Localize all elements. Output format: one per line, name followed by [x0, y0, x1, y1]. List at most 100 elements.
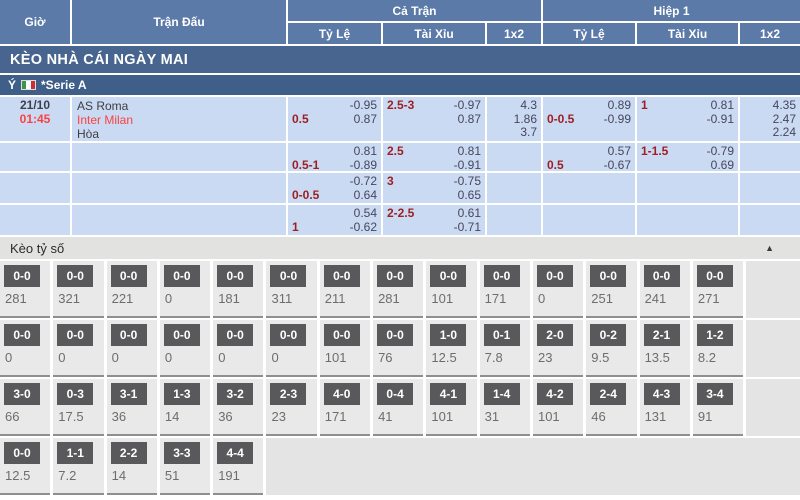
score-odds-value: 321: [58, 291, 80, 306]
score-cell[interactable]: 0-0 181: [213, 261, 264, 318]
score-cell[interactable]: 0-0 101: [319, 320, 371, 377]
score-label: 4-4: [217, 442, 254, 464]
score-cell[interactable]: 3-3 51: [159, 438, 211, 495]
score-section-header[interactable]: Kèo tỷ số ▲: [0, 237, 800, 259]
score-cell[interactable]: 0-3 17.5: [53, 379, 104, 436]
score-cell[interactable]: 0-0 0: [532, 261, 584, 318]
h1-handicap-cell[interactable]: 0.89 0-0.5 -0.99: [543, 97, 635, 141]
score-label: 0-0: [217, 265, 254, 287]
score-odds-value: 171: [484, 291, 507, 306]
score-cell[interactable]: 0-0 0: [0, 320, 51, 377]
empty-cell: [0, 143, 70, 171]
score-cell[interactable]: 1-2 8.2: [692, 320, 744, 377]
h1-handicap-cell[interactable]: 0.57 0.5 -0.67: [543, 143, 635, 171]
ft-over-under-cell[interactable]: 2-2.5 0.61 -0.71: [383, 205, 485, 235]
h1-over-under-cell[interactable]: 1-1.5 -0.79 0.69: [637, 143, 738, 171]
odds-value: 2.24: [772, 125, 796, 139]
score-cell[interactable]: 0-0 321: [53, 261, 104, 318]
score-cell[interactable]: 0-0 76: [373, 320, 424, 377]
score-cell[interactable]: 0-0 0: [159, 320, 211, 377]
score-cell[interactable]: 0-0 311: [266, 261, 317, 318]
score-cell[interactable]: 0-0 271: [692, 261, 744, 318]
score-cell[interactable]: 0-0 101: [426, 261, 477, 318]
score-label: 4-0: [323, 383, 360, 405]
score-cell[interactable]: 1-3 14: [159, 379, 211, 436]
score-cell[interactable]: 2-1 13.5: [639, 320, 690, 377]
score-cell[interactable]: 1-1 7.2: [53, 438, 104, 495]
score-cell[interactable]: 0-0 0: [266, 320, 317, 377]
score-cell[interactable]: 3-1 36: [106, 379, 157, 436]
score-label: 3-3: [163, 442, 200, 464]
score-cell[interactable]: 0-0 0: [159, 261, 211, 318]
score-label: 0-0: [590, 265, 627, 287]
collapse-triangle-icon[interactable]: ▲: [765, 243, 774, 253]
team-away[interactable]: Inter Milan: [77, 113, 134, 127]
score-odds-value: 12.5: [431, 350, 457, 365]
header-match: Trận Đấu: [72, 0, 286, 44]
ft-1x2-cell[interactable]: 4.3 1.86 3.7: [487, 97, 541, 141]
odds-value: 0.81: [457, 144, 481, 158]
ft-handicap-cell[interactable]: -0.72 0-0.5 0.64: [288, 173, 381, 203]
score-cell[interactable]: 3-2 36: [213, 379, 264, 436]
score-cell[interactable]: 4-1 101: [426, 379, 477, 436]
score-row-filler: [746, 379, 800, 436]
score-cell[interactable]: 0-0 211: [319, 261, 371, 318]
ft-over-under-cell[interactable]: 3 -0.75 0.65: [383, 173, 485, 203]
odds-value: -0.67: [603, 157, 631, 172]
handicap-line: 0.5: [292, 111, 309, 126]
score-cell[interactable]: 0-0 251: [586, 261, 637, 318]
italy-flag-icon: [21, 80, 37, 90]
score-cell[interactable]: 2-2 14: [106, 438, 157, 495]
empty-cell: [740, 205, 800, 235]
score-cell[interactable]: 0-0 171: [479, 261, 530, 318]
h1-over-under-cell[interactable]: 1 0.81 -0.91: [637, 97, 738, 141]
score-cell[interactable]: 2-4 46: [586, 379, 637, 436]
score-cell[interactable]: 3-0 66: [0, 379, 51, 436]
score-cell[interactable]: 4-0 171: [319, 379, 371, 436]
score-cell[interactable]: 0-1 7.8: [479, 320, 530, 377]
score-cell[interactable]: 4-3 131: [639, 379, 690, 436]
ft-handicap-cell[interactable]: 0.81 0.5-1 -0.89: [288, 143, 381, 171]
team-home[interactable]: AS Roma: [77, 99, 129, 113]
score-odds-value: 271: [697, 291, 720, 306]
score-cell[interactable]: 0-0 241: [639, 261, 690, 318]
score-cell[interactable]: 0-4 41: [373, 379, 424, 436]
score-label: 3-1: [110, 383, 147, 405]
score-label: 0-0: [110, 324, 147, 346]
score-odds-value: 0: [218, 350, 226, 365]
score-cell[interactable]: 2-0 23: [532, 320, 584, 377]
score-cell[interactable]: 0-0 221: [106, 261, 157, 318]
ft-over-under-cell[interactable]: 2.5-3 -0.97 0.87: [383, 97, 485, 141]
odds-value: 0.81: [353, 144, 377, 158]
score-cell[interactable]: 0-0 0: [213, 320, 264, 377]
score-cell[interactable]: 4-4 191: [213, 438, 264, 495]
ft-handicap-cell[interactable]: 0.54 1 -0.62: [288, 205, 381, 235]
score-cell[interactable]: 2-3 23: [266, 379, 317, 436]
match-time: 01:45: [19, 112, 51, 126]
h1-1x2-cell[interactable]: 4.35 2.47 2.24: [740, 97, 800, 141]
ft-over-under-cell[interactable]: 2.5 0.81 -0.91: [383, 143, 485, 171]
score-odds-value: 221: [111, 291, 134, 306]
score-cell[interactable]: 1-4 31: [479, 379, 530, 436]
score-odds-value: 7.8: [484, 350, 503, 365]
header-first-half: Hiệp 1: [543, 0, 800, 21]
score-odds-value: 101: [537, 409, 560, 424]
handicap-line: 0.5: [547, 157, 564, 172]
score-cell[interactable]: 3-4 91: [692, 379, 744, 436]
score-cell[interactable]: 0-0 0: [53, 320, 104, 377]
odds-value: 0.81: [710, 98, 734, 112]
score-cell[interactable]: 0-2 9.5: [586, 320, 637, 377]
score-row: 0-0 12.5 1-1 7.2 2-2 14 3-3 51 4-4 191: [0, 438, 800, 495]
score-cell[interactable]: 0-0 281: [0, 261, 51, 318]
ft-handicap-cell[interactable]: -0.95 0.5 0.87: [288, 97, 381, 141]
score-cell[interactable]: 0-0 0: [106, 320, 157, 377]
score-label: 4-2: [536, 383, 573, 405]
score-label: 3-4: [696, 383, 733, 405]
score-cell[interactable]: 4-2 101: [532, 379, 584, 436]
draw-label: Hòa: [77, 127, 100, 141]
score-cell[interactable]: 1-0 12.5: [426, 320, 477, 377]
odds-value: -0.79: [706, 144, 734, 158]
score-cell[interactable]: 0-0 12.5: [0, 438, 51, 495]
score-cell[interactable]: 0-0 281: [373, 261, 424, 318]
odds-value: 2.47: [772, 111, 796, 126]
